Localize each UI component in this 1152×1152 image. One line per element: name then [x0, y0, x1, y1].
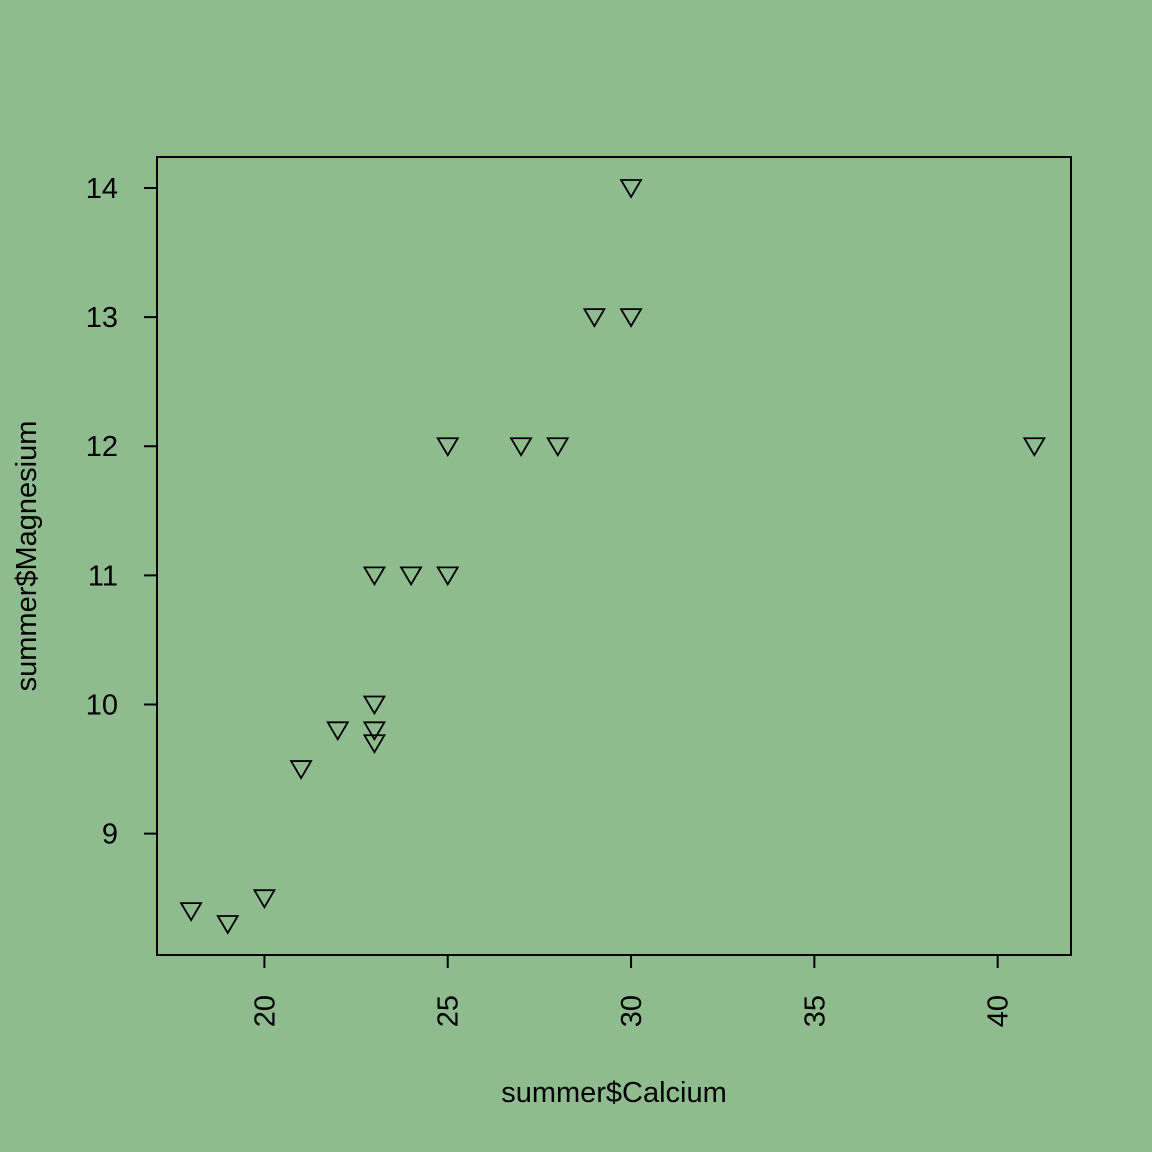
data-point [252, 889, 276, 909]
x-tick-label: 20 [249, 995, 281, 1027]
data-point [619, 308, 643, 328]
data-point [399, 566, 423, 587]
data-point [436, 437, 460, 458]
data-point [179, 902, 203, 922]
y-axis: 9 10 11 12 13 14 [86, 173, 158, 851]
data-point [362, 734, 386, 755]
y-tick-label: 14 [86, 173, 118, 205]
data-point [1022, 437, 1046, 458]
y-tick-label: 9 [102, 819, 118, 851]
y-axis-title: summer$Magnesium [11, 421, 43, 692]
data-points [179, 179, 1046, 935]
data-point [582, 308, 606, 328]
data-point [362, 721, 386, 742]
x-tick-label: 25 [433, 995, 465, 1027]
data-point [216, 915, 240, 935]
data-point [619, 179, 643, 199]
y-tick-label: 12 [86, 431, 118, 463]
y-tick-label: 11 [88, 560, 118, 592]
data-point [436, 566, 460, 587]
data-point [362, 695, 386, 716]
data-point [509, 437, 533, 458]
data-point [289, 760, 313, 780]
x-tick-label: 35 [799, 995, 831, 1027]
x-tick-label: 30 [616, 995, 648, 1027]
x-axis: 20 25 30 35 40 [249, 954, 1015, 1027]
x-axis-title: summer$Calcium [501, 1077, 727, 1109]
data-point [326, 721, 350, 742]
data-point [546, 437, 570, 458]
data-point [362, 566, 386, 587]
x-tick-label: 40 [983, 995, 1015, 1027]
y-tick-label: 10 [86, 689, 118, 721]
y-tick-label: 13 [86, 302, 118, 334]
